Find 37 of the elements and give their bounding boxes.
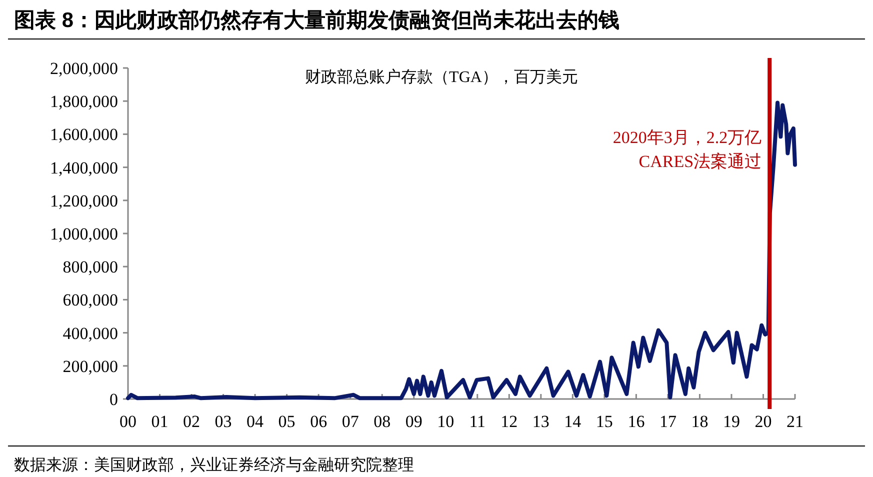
x-tick-label: 20 <box>754 412 772 431</box>
x-tick-label: 01 <box>151 412 168 431</box>
x-tick-label: 11 <box>469 412 486 431</box>
x-tick-label: 00 <box>120 412 136 431</box>
x-tick-label: 16 <box>628 412 645 431</box>
y-tick-label: 600,000 <box>62 290 118 310</box>
y-tick-label: 1,000,000 <box>50 224 118 244</box>
x-tick-label: 17 <box>659 412 677 431</box>
x-tick-label: 21 <box>786 412 804 431</box>
x-tick-label: 07 <box>342 412 360 431</box>
x-tick-label: 19 <box>722 412 740 431</box>
y-tick-label: 400,000 <box>62 324 118 343</box>
y-tick-label: 0 <box>110 390 118 409</box>
y-tick-label: 1,800,000 <box>50 92 118 112</box>
x-tick-label: 12 <box>500 412 518 431</box>
x-tick-label: 18 <box>691 412 708 431</box>
x-tick-label: 13 <box>532 412 550 431</box>
x-tick-label: 04 <box>246 412 264 431</box>
ref-line-label: 2020年3月，2.2万亿CARES法案通过 <box>612 128 762 171</box>
y-tick-label: 1,400,000 <box>50 158 118 178</box>
y-tick-label: 800,000 <box>62 258 118 277</box>
x-tick-label: 14 <box>564 412 582 431</box>
x-tick-label: 05 <box>278 412 296 431</box>
x-tick-label: 06 <box>310 412 328 431</box>
x-tick-label: 02 <box>183 412 200 431</box>
y-tick-label: 1,600,000 <box>50 125 118 144</box>
y-tick-label: 1,200,000 <box>50 191 118 210</box>
y-tick-label: 2,000,000 <box>50 59 118 78</box>
x-tick-label: 08 <box>374 412 391 431</box>
chart-subtitle: 财政部总账户存款（TGA），百万美元 <box>305 68 578 86</box>
source-note: 数据来源：美国财政部，兴业证券经济与金融研究院整理 <box>14 456 414 474</box>
x-tick-label: 15 <box>596 412 613 431</box>
x-tick-label: 03 <box>214 412 232 431</box>
chart-title: 图表 8：因此财政部仍然存有大量前期发债融资但尚未花出去的钱 <box>14 8 620 32</box>
x-tick-label: 09 <box>405 412 422 431</box>
y-tick-label: 200,000 <box>62 356 118 376</box>
x-tick-label: 10 <box>437 412 454 431</box>
